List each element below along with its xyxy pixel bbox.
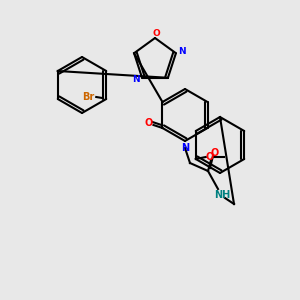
Text: N: N bbox=[178, 47, 186, 56]
Text: O: O bbox=[206, 152, 214, 162]
Text: N: N bbox=[181, 143, 189, 153]
Text: O: O bbox=[144, 118, 153, 128]
Text: Br: Br bbox=[82, 92, 94, 102]
Text: O: O bbox=[152, 28, 160, 38]
Text: N: N bbox=[132, 75, 140, 84]
Text: O: O bbox=[211, 148, 219, 158]
Text: NH: NH bbox=[214, 190, 230, 200]
